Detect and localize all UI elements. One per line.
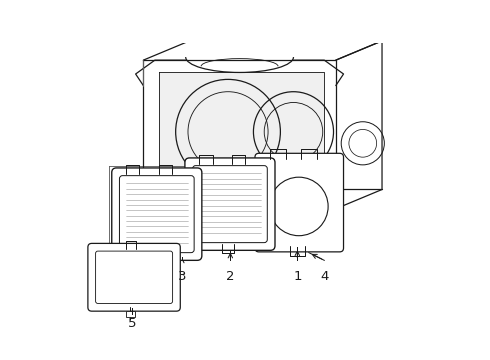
Bar [259,157,340,248]
Polygon shape [143,41,382,60]
Text: 3: 3 [177,270,186,283]
Bar [113,169,201,260]
FancyBboxPatch shape [185,158,275,250]
Bar [125,311,135,317]
Bar [89,245,179,310]
Text: 5: 5 [127,317,136,330]
FancyBboxPatch shape [112,168,202,260]
Bar [186,159,274,249]
Text: 4: 4 [320,270,328,283]
Text: 2: 2 [226,270,235,283]
Polygon shape [336,41,382,209]
FancyBboxPatch shape [255,153,343,252]
FancyBboxPatch shape [88,243,180,311]
Text: 1: 1 [293,270,301,283]
Circle shape [270,177,328,236]
Polygon shape [143,60,336,209]
Polygon shape [159,72,324,197]
